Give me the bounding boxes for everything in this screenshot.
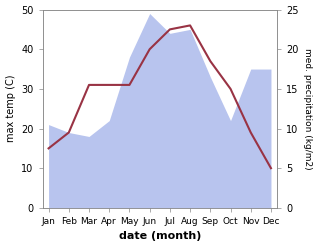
- Y-axis label: max temp (C): max temp (C): [5, 75, 16, 143]
- Y-axis label: med. precipitation (kg/m2): med. precipitation (kg/m2): [303, 48, 313, 169]
- X-axis label: date (month): date (month): [119, 231, 201, 242]
